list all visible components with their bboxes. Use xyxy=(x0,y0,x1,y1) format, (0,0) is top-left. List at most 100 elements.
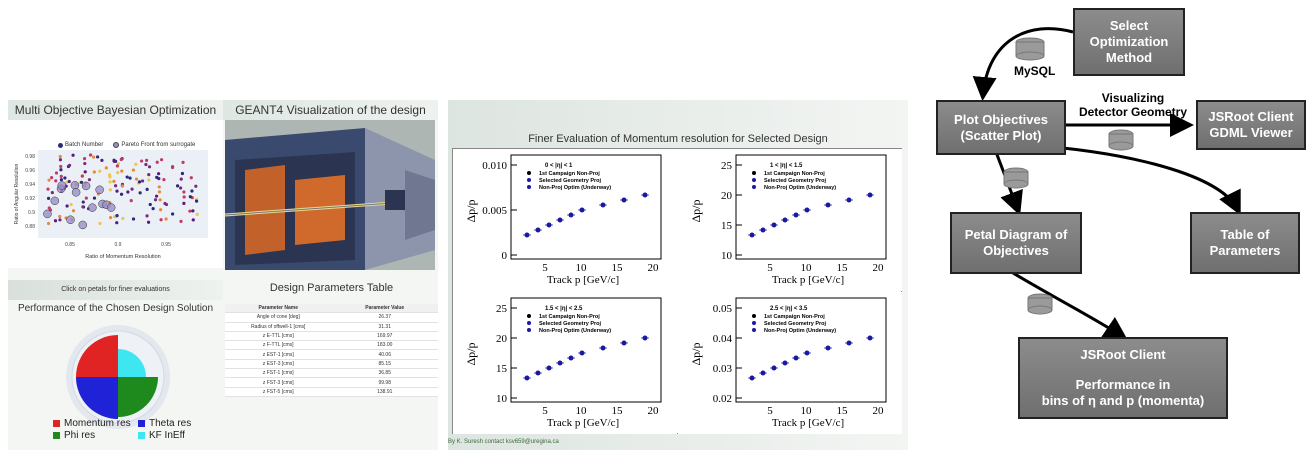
scatter-point xyxy=(189,176,193,180)
pareto-point xyxy=(43,209,52,219)
geant-visualization[interactable] xyxy=(225,120,435,270)
plot-point xyxy=(546,365,552,371)
pareto-point xyxy=(106,203,116,212)
plot-ylabel: Δp/p xyxy=(689,199,703,222)
scatter-point xyxy=(179,177,183,181)
plot-ylabel: Δp/p xyxy=(689,342,703,365)
legend-theta: Theta res xyxy=(138,418,223,429)
table-title: Design Parameters Table xyxy=(269,282,394,294)
plot-ylabel: Δp/p xyxy=(464,199,478,222)
plot-ytick: 0.04 xyxy=(713,333,733,345)
plot-point xyxy=(846,197,852,203)
plot-xtick: 15 xyxy=(837,405,849,417)
petal-kf[interactable] xyxy=(118,349,146,377)
scatter-point xyxy=(47,178,51,182)
plot-point xyxy=(535,227,541,233)
scatter-point xyxy=(145,214,149,218)
plot-xtick: 5 xyxy=(542,262,548,274)
pareto-point xyxy=(81,181,91,191)
plot-xtick: 20 xyxy=(648,405,660,417)
plot-objectives-box[interactable]: Plot Objectives (Scatter Plot) xyxy=(936,100,1066,155)
scatter-ytick: 0.96 xyxy=(25,168,35,174)
petal-theta[interactable] xyxy=(76,377,118,419)
plot-point xyxy=(846,340,852,346)
plot-xtick: 10 xyxy=(576,262,588,274)
detector-render xyxy=(225,120,435,270)
resolution-plot[interactable]: 25 20 15 10 5 10 15 20 Track p [GeV/c] Δp/p 1 < |η… xyxy=(678,149,902,291)
plot-ytick: 10 xyxy=(721,250,733,262)
plot-ytick: 0.005 xyxy=(482,205,507,217)
plot-xlabel: Track p [GeV/c] xyxy=(772,274,844,286)
plot-point xyxy=(804,350,810,356)
plot-ytick: 20 xyxy=(721,190,733,202)
scatter-point xyxy=(115,221,119,225)
scatter-point xyxy=(65,204,69,208)
jsroot-gdml-box[interactable]: JSRoot Client GDML Viewer xyxy=(1196,100,1306,150)
plot-point xyxy=(568,355,574,361)
legend-pareto: Pareto Front from surrogate xyxy=(113,142,195,148)
plot-eta-label: 2.5 < |η| < 3.5 xyxy=(770,306,808,312)
plots-frame: 0.010 0.005 0 5 10 15 20 Track p [GeV/c] Δp/p 0 <… xyxy=(452,148,902,434)
plot-ytick: 0.010 xyxy=(482,160,507,172)
scatter-point xyxy=(120,184,125,188)
table-parameters-box[interactable]: Table of Parameters xyxy=(1190,212,1300,274)
resolution-plot[interactable]: 25 20 15 10 5 10 15 20 Track p [GeV/c] Δp/p 1.5 < … xyxy=(453,292,677,434)
scatter-point xyxy=(156,172,161,176)
legend-kf: KF InEff xyxy=(138,430,223,441)
select-method-box[interactable]: Select Optimization Method xyxy=(1073,8,1185,76)
mobo-scatter-panel[interactable]: Batch Number Pareto Front from surrogate… xyxy=(8,120,223,268)
plot-point xyxy=(642,192,648,198)
pareto-point xyxy=(95,185,104,195)
plot-point xyxy=(771,222,777,228)
petal-phi[interactable] xyxy=(118,377,158,417)
petal-momentum[interactable] xyxy=(76,335,118,377)
plot-point xyxy=(568,212,574,218)
scatter-ytick: 0.98 xyxy=(25,154,35,160)
scatter-point xyxy=(154,194,159,198)
scatter-point xyxy=(145,187,149,191)
scatter-point xyxy=(79,180,84,184)
plot-ytick: 25 xyxy=(496,303,508,315)
scatter-xtick: 0.95 xyxy=(161,242,171,248)
scatter-point xyxy=(147,173,151,177)
plot-point xyxy=(524,375,530,381)
scatter-point xyxy=(151,207,155,211)
scatter-point xyxy=(53,219,58,223)
plot-point xyxy=(621,340,627,346)
table-row: Angle of cone [deg] 26.37 xyxy=(225,313,438,323)
jsroot-client-label: JSRoot Client xyxy=(1080,347,1166,362)
resolution-plot[interactable]: 0.010 0.005 0 5 10 15 20 Track p [GeV/c] Δp/p 0 <… xyxy=(453,149,677,291)
scatter-ytick: 0.9 xyxy=(28,210,35,216)
petal-diagram[interactable] xyxy=(63,322,173,432)
plot-point xyxy=(793,355,799,361)
scatter-point xyxy=(88,153,93,157)
mobo-title: Multi Objective Bayesian Optimization xyxy=(8,100,223,120)
scatter-point xyxy=(112,158,116,162)
plot-legend-entry: 1st Campaign Non-Proj xyxy=(539,171,600,177)
resolution-plot[interactable]: 0.05 0.04 0.03 0.02 5 10 15 20 Track p [GeV/c] Δp… xyxy=(678,292,902,434)
table-row: Radius of offwell-1 [cms] 31.31 xyxy=(225,323,438,332)
plot-point xyxy=(557,217,563,223)
scatter-point xyxy=(181,160,185,164)
table-row: z FST-1 [cms] 36.85 xyxy=(225,369,438,379)
plot-ytick: 15 xyxy=(496,363,508,375)
jsroot-client-box[interactable]: JSRoot Client Performance in bins of η a… xyxy=(1018,337,1228,419)
scatter-point xyxy=(63,176,67,180)
scatter-point xyxy=(46,187,50,191)
scatter-point xyxy=(87,178,92,182)
plot-point xyxy=(760,227,766,233)
scatter-point xyxy=(80,174,84,178)
scatter-point xyxy=(50,190,54,195)
petal-legend: Momentum res Theta res Phi res KF InEff xyxy=(53,418,223,441)
petal-diagram-box[interactable]: Petal Diagram of Objectives xyxy=(950,212,1082,274)
scatter-point xyxy=(115,213,119,218)
scatter-point xyxy=(162,178,166,182)
performance-label: Performance in bins of η and p (momenta) xyxy=(1041,377,1205,408)
table-row: z E-TTL [cms] 169.97 xyxy=(225,332,438,342)
scatter-point xyxy=(153,198,158,202)
scatter-point xyxy=(134,177,139,181)
plot-point xyxy=(535,370,541,376)
table-row: z FST-3 [cms] 99.98 xyxy=(225,378,438,388)
plot-xtick: 5 xyxy=(767,262,773,274)
database-icon-2 xyxy=(1108,129,1134,151)
